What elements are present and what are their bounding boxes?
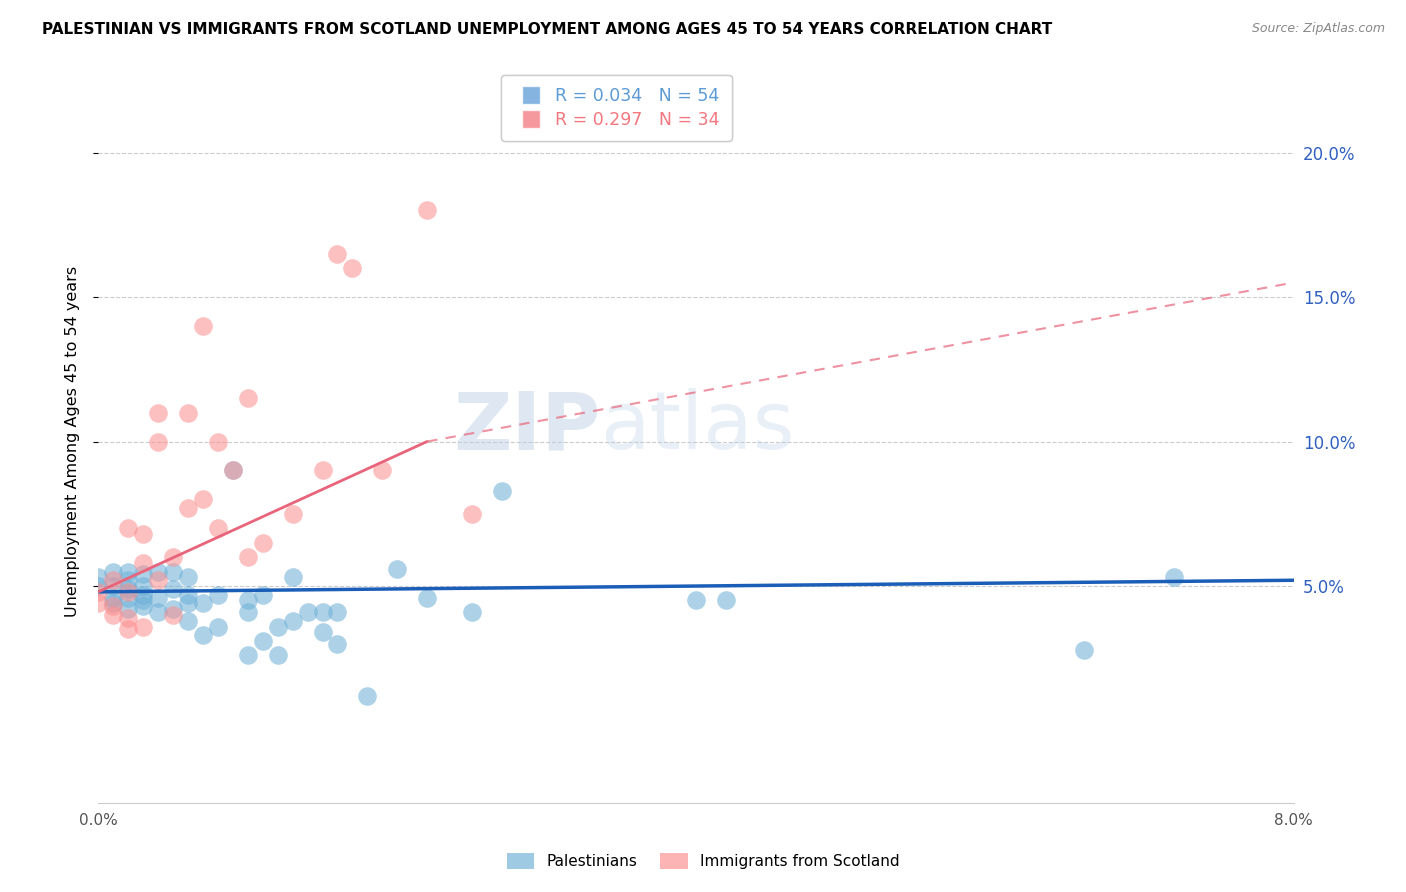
Point [281, 570, 304, 584]
Point [326, 246, 349, 260]
Point [207, 588, 229, 602]
Point [148, 605, 170, 619]
Legend: Palestinians, Immigrants from Scotland: Palestinians, Immigrants from Scotland [501, 847, 905, 875]
Point [191, 492, 214, 507]
Y-axis label: Unemployment Among Ages 45 to 54 years: Unemployment Among Ages 45 to 54 years [65, 266, 80, 617]
Point [252, 588, 274, 602]
Point [103, 579, 125, 593]
Point [132, 593, 155, 607]
Point [714, 593, 737, 607]
Point [117, 623, 139, 637]
Point [87, 584, 110, 599]
Point [132, 599, 155, 614]
Point [267, 619, 290, 633]
Point [281, 507, 304, 521]
Point [162, 602, 184, 616]
Point [132, 556, 155, 570]
Point [177, 406, 200, 420]
Point [117, 602, 139, 616]
Point [148, 574, 170, 588]
Point [491, 483, 513, 498]
Point [132, 567, 155, 582]
Point [207, 619, 229, 633]
Legend: R = 0.034   N = 54, R = 0.297   N = 34: R = 0.034 N = 54, R = 0.297 N = 34 [502, 75, 733, 141]
Point [177, 596, 200, 610]
Point [103, 596, 125, 610]
Point [1163, 570, 1185, 584]
Point [117, 521, 139, 535]
Point [342, 261, 364, 276]
Point [162, 607, 184, 622]
Point [311, 463, 333, 477]
Point [326, 605, 349, 619]
Point [87, 596, 110, 610]
Point [117, 574, 139, 588]
Point [222, 463, 245, 477]
Point [103, 574, 125, 588]
Point [416, 203, 439, 218]
Point [222, 463, 245, 477]
Point [177, 570, 200, 584]
Point [162, 582, 184, 596]
Point [148, 591, 170, 605]
Point [356, 689, 378, 703]
Point [1073, 642, 1095, 657]
Point [177, 614, 200, 628]
Point [236, 550, 259, 565]
Point [103, 565, 125, 579]
Point [281, 614, 304, 628]
Point [326, 637, 349, 651]
Point [103, 599, 125, 614]
Text: atlas: atlas [600, 388, 794, 467]
Point [297, 605, 319, 619]
Point [191, 596, 214, 610]
Point [311, 605, 333, 619]
Point [103, 607, 125, 622]
Point [103, 591, 125, 605]
Point [132, 527, 155, 541]
Point [371, 463, 394, 477]
Point [132, 588, 155, 602]
Point [236, 648, 259, 663]
Point [461, 605, 484, 619]
Point [162, 550, 184, 565]
Point [236, 593, 259, 607]
Point [267, 648, 290, 663]
Point [162, 565, 184, 579]
Point [461, 507, 484, 521]
Point [385, 562, 409, 576]
Point [236, 391, 259, 405]
Point [685, 593, 707, 607]
Point [117, 584, 139, 599]
Point [87, 579, 110, 593]
Text: Source: ZipAtlas.com: Source: ZipAtlas.com [1251, 22, 1385, 36]
Point [416, 591, 439, 605]
Point [177, 501, 200, 516]
Point [117, 582, 139, 596]
Point [132, 619, 155, 633]
Point [191, 628, 214, 642]
Point [252, 535, 274, 549]
Point [191, 318, 214, 333]
Point [148, 406, 170, 420]
Point [87, 570, 110, 584]
Point [207, 521, 229, 535]
Point [207, 434, 229, 449]
Point [117, 611, 139, 625]
Point [132, 579, 155, 593]
Point [311, 625, 333, 640]
Text: ZIP: ZIP [453, 388, 600, 467]
Text: PALESTINIAN VS IMMIGRANTS FROM SCOTLAND UNEMPLOYMENT AMONG AGES 45 TO 54 YEARS C: PALESTINIAN VS IMMIGRANTS FROM SCOTLAND … [42, 22, 1053, 37]
Point [148, 434, 170, 449]
Point [252, 634, 274, 648]
Point [117, 565, 139, 579]
Point [117, 591, 139, 605]
Point [236, 605, 259, 619]
Point [177, 588, 200, 602]
Point [148, 565, 170, 579]
